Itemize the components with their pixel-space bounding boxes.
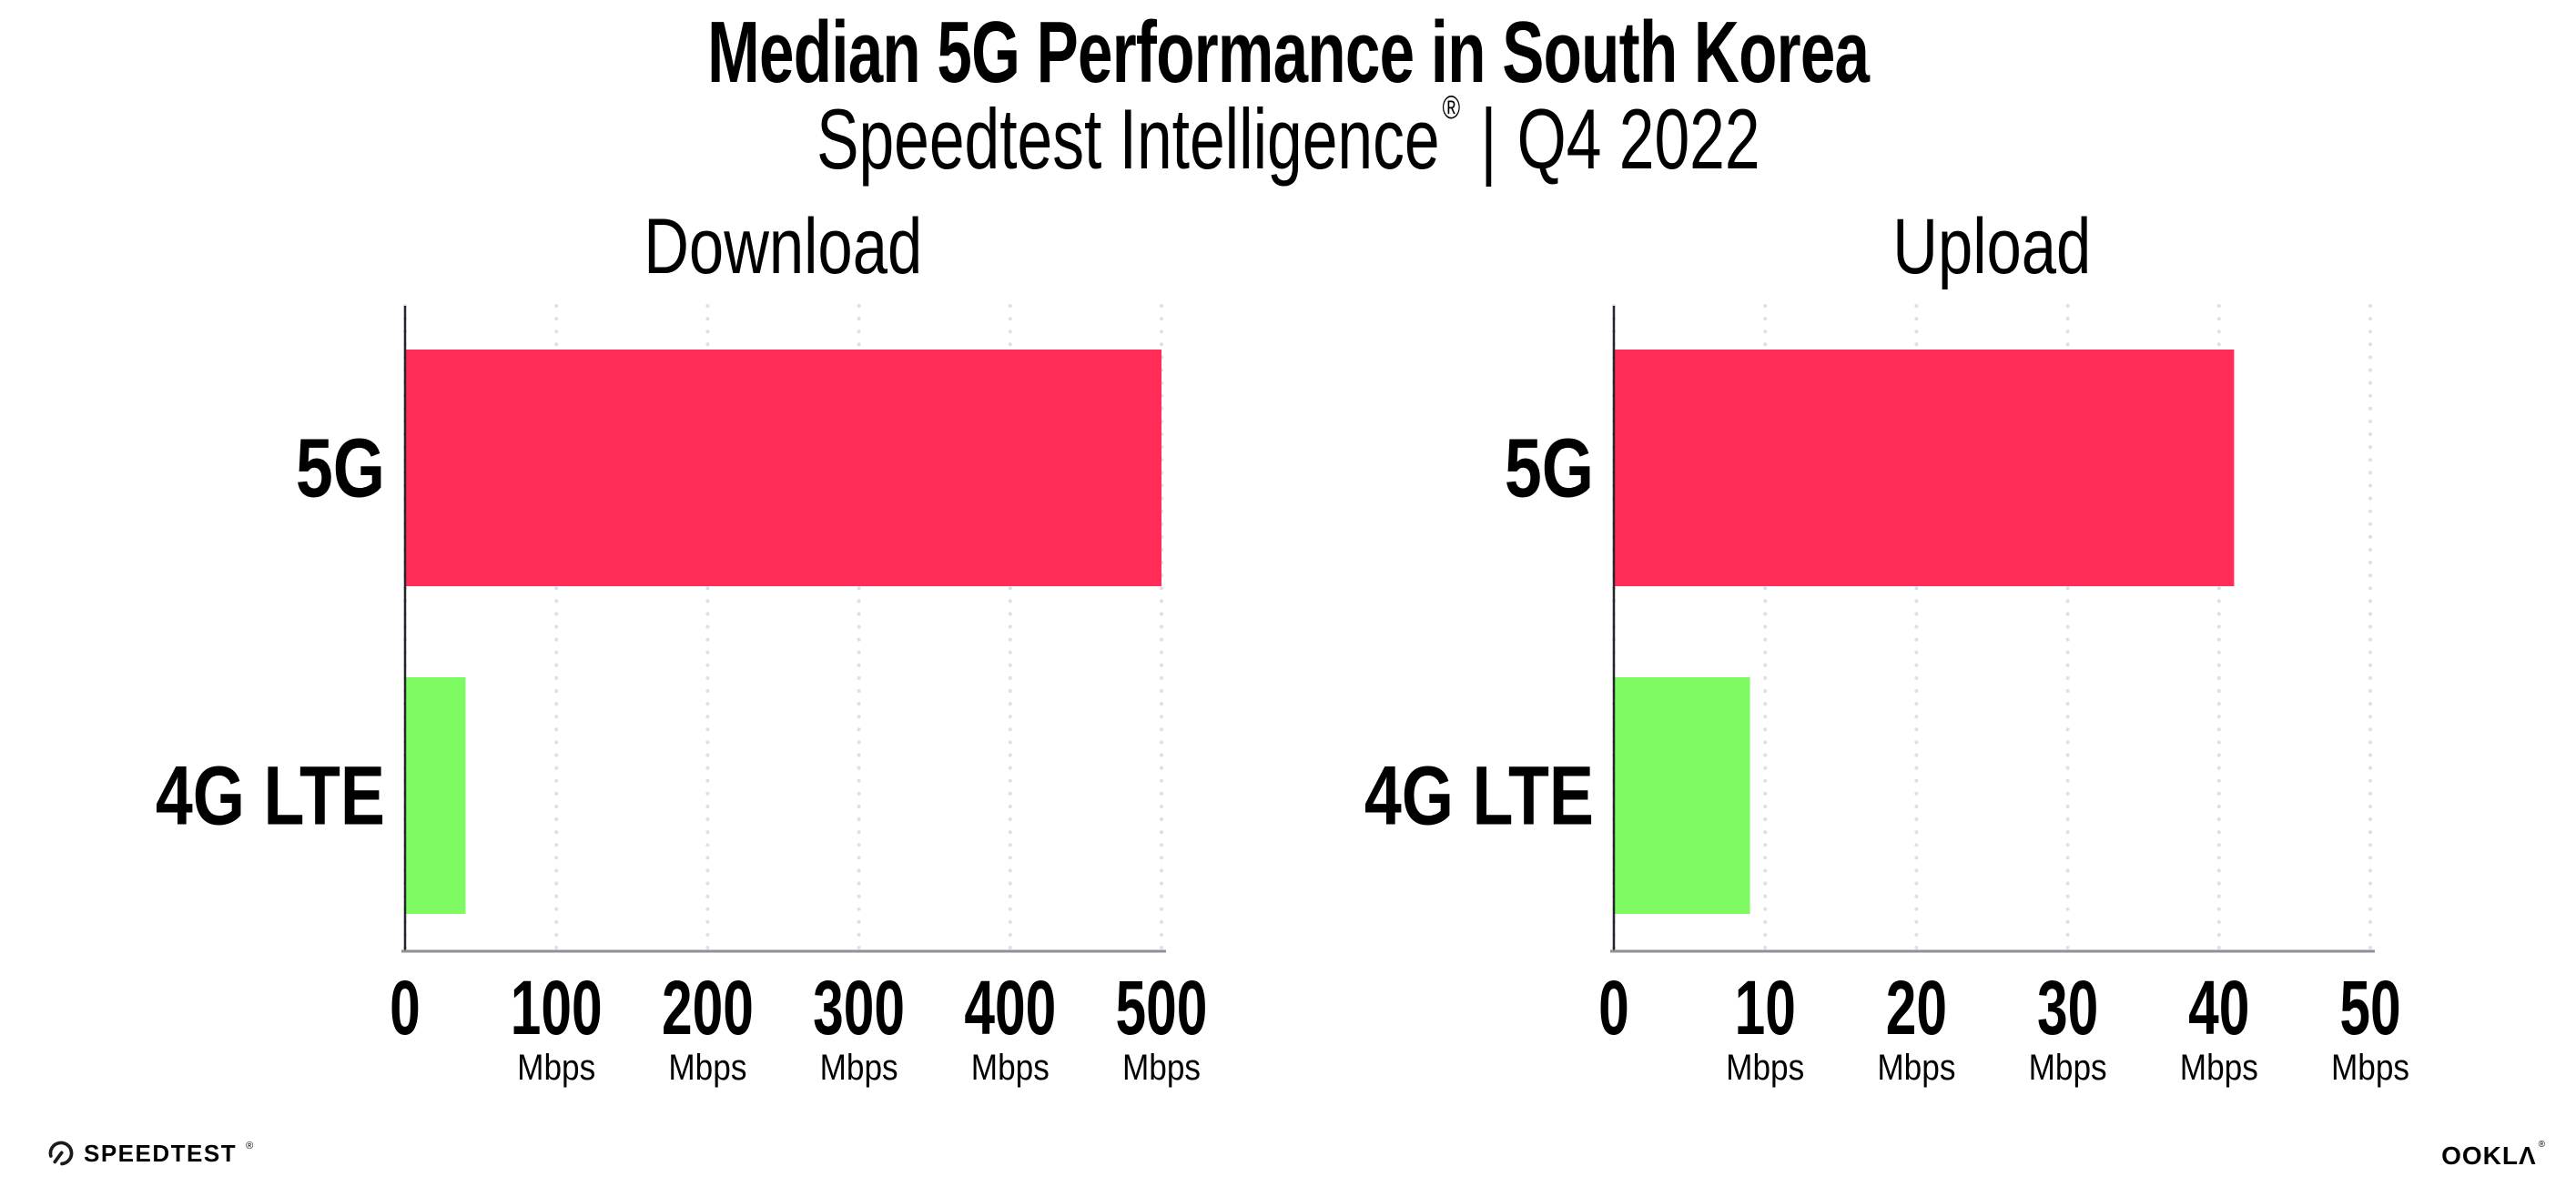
tick-label-upload-50: 50 <box>2339 965 2400 1050</box>
tick-label-upload-10: 10 <box>1735 965 1796 1050</box>
tick-label-upload-0: 0 <box>1598 965 1629 1050</box>
speedtest-gauge-icon <box>48 1141 74 1166</box>
speedtest-wordmark: SPEEDTEST <box>84 1139 238 1167</box>
category-label-download-5g: 5G <box>296 421 385 515</box>
tick-unit-download-100: Mbps <box>517 1047 595 1088</box>
bar-download-5g <box>405 350 1161 586</box>
gauge-needle <box>53 1151 64 1164</box>
subtitle-registered-mark: ® <box>1442 88 1460 126</box>
page-title-text: Median 5G Performance in South Korea <box>706 4 1870 101</box>
ookla-logo: OOKLΛ ® <box>2441 1140 2545 1171</box>
category-label-download-4g-lte: 4G LTE <box>156 749 385 843</box>
gauge-dial-arc <box>48 1141 74 1166</box>
tick-unit-download-400: Mbps <box>971 1047 1050 1088</box>
tick-unit-upload-30: Mbps <box>2029 1047 2107 1088</box>
subtitle-period: Q4 2022 <box>1516 91 1760 187</box>
tick-label-download-500: 500 <box>1116 965 1208 1050</box>
tick-unit-upload-20: Mbps <box>1877 1047 1955 1088</box>
bar-download-4g-lte <box>405 677 466 914</box>
tick-label-download-200: 200 <box>662 965 754 1050</box>
tick-label-download-300: 300 <box>813 965 905 1050</box>
category-label-upload-4g-lte: 4G LTE <box>1364 749 1594 843</box>
subtitle-brand: Speedtest Intelligence <box>816 91 1440 187</box>
tick-unit-upload-40: Mbps <box>2180 1047 2258 1088</box>
tick-unit-download-300: Mbps <box>820 1047 898 1088</box>
ookla-wordmark: OOKLΛ <box>2441 1141 2537 1170</box>
tick-unit-upload-10: Mbps <box>1726 1047 1804 1088</box>
tick-label-download-100: 100 <box>511 965 603 1050</box>
page-subtitle: Speedtest Intelligence® | Q4 2022 <box>0 91 2576 182</box>
tick-label-upload-20: 20 <box>1886 965 1947 1050</box>
page-subtitle-text: Speedtest Intelligence® | Q4 2022 <box>816 91 1760 182</box>
bar-upload-5g <box>1614 350 2235 586</box>
tick-label-upload-30: 30 <box>2037 965 2098 1050</box>
chart-title-download: Download <box>405 208 1161 286</box>
tick-label-upload-40: 40 <box>2188 965 2249 1050</box>
chart-title-download-text: Download <box>644 203 923 290</box>
page-title: Median 5G Performance in South Korea <box>0 9 2576 96</box>
subtitle-divider: | <box>1480 91 1497 187</box>
tick-unit-download-200: Mbps <box>668 1047 746 1088</box>
chart-title-upload-text: Upload <box>1892 203 2092 290</box>
tick-unit-upload-50: Mbps <box>2331 1047 2409 1088</box>
speedtest-logo: SPEEDTEST ® <box>47 1138 253 1169</box>
bar-upload-4g-lte <box>1614 677 1750 914</box>
chart-title-upload: Upload <box>1614 208 2370 286</box>
tick-label-download-0: 0 <box>390 965 421 1050</box>
tick-unit-download-500: Mbps <box>1122 1047 1201 1088</box>
speedtest-registered-mark: ® <box>246 1141 254 1151</box>
category-label-upload-5g: 5G <box>1505 421 1594 515</box>
tick-label-download-400: 400 <box>964 965 1056 1050</box>
ookla-registered-mark: ® <box>2538 1140 2545 1150</box>
